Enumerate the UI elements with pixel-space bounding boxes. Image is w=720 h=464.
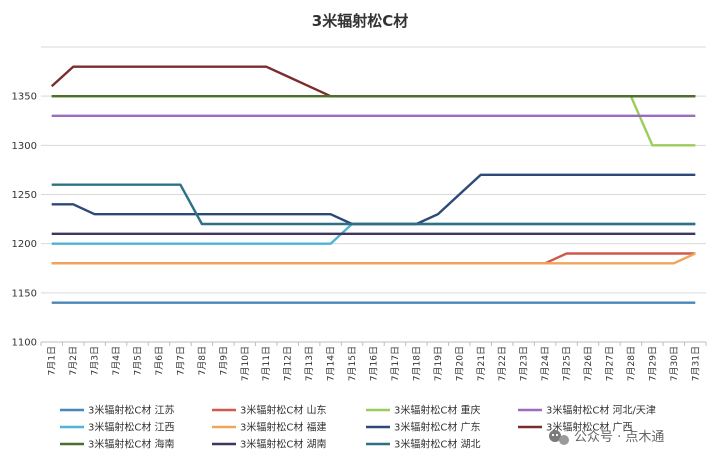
legend: 3米辐射松C材 江苏 3米辐射松C材 山东 3米辐射松C材 重庆 3米辐射松C材 河北… [60, 404, 656, 451]
x-tick-label: 7月29日 [647, 346, 658, 381]
x-tick-label: 7月16日 [369, 346, 380, 381]
x-tick-label: 7月30日 [669, 346, 680, 381]
x-tick-label: 7月7日 [175, 346, 186, 375]
x-tick-label: 7月14日 [326, 346, 337, 381]
legend-label: 3米辐射松C材 广东 [394, 421, 481, 434]
legend-item: 3米辐射松C材 海南 [60, 438, 175, 451]
legend-label: 3米辐射松C材 广西 [546, 421, 633, 434]
x-tick-label: 7月17日 [390, 346, 401, 381]
x-tick-label: 7月18日 [411, 346, 422, 381]
series-line [50, 65, 696, 98]
watermark-text: 公众号 · 点木通 [574, 430, 664, 445]
legend-item: 3米辐射松C材 福建 [212, 421, 327, 434]
series-line [51, 183, 696, 226]
x-tick-label: 7月2日 [68, 346, 79, 375]
y-tick-label: 1150 [12, 288, 37, 299]
x-tick-label: 7月15日 [347, 346, 358, 381]
y-tick-label: 1200 [12, 239, 37, 250]
legend-item: 3米辐射松C材 湖北 [366, 438, 481, 451]
legend-item: 3米辐射松C材 湖南 [212, 438, 327, 451]
x-tick-label: 7月31日 [690, 346, 701, 381]
legend-item: 3米辐射松C材 山东 [212, 404, 327, 417]
x-tick-label: 7月22日 [497, 346, 508, 381]
legend-label: 3米辐射松C材 重庆 [394, 404, 481, 417]
legend-item: 3米辐射松C材 广西 [518, 421, 633, 434]
chart-title: 3米辐射松C材 [312, 12, 408, 30]
wechat-icon [549, 430, 569, 445]
x-tick-label: 7月13日 [304, 346, 315, 381]
x-tick-label: 7月25日 [562, 346, 573, 381]
series-line [51, 252, 696, 265]
legend-label: 3米辐射松C材 河北/天津 [546, 404, 656, 417]
x-tick-label: 7月10日 [240, 346, 251, 381]
y-axis: 1100 1150 1200 1250 1300 1350 [12, 92, 37, 349]
x-axis: 7月1日 7月2日 7月3日 7月4日 7月5日 7月6日 7月7日 7月8日 7月9日 7月10… [40, 342, 707, 381]
x-tick-label: 7月23日 [519, 346, 530, 381]
x-tick-label: 7月26日 [583, 346, 594, 381]
x-tick-label: 7月8日 [197, 346, 208, 375]
legend-item: 3米辐射松C材 河北/天津 [518, 404, 656, 417]
x-tick-label: 7月21日 [476, 346, 487, 381]
legend-item: 3米辐射松C材 江西 [60, 421, 175, 434]
legend-label: 3米辐射松C材 海南 [88, 438, 175, 451]
x-tick-label: 7月19日 [433, 346, 444, 381]
x-tick-label: 7月27日 [604, 346, 615, 381]
x-tick-label: 7月4日 [111, 346, 122, 375]
legend-label: 3米辐射松C材 福建 [240, 421, 327, 434]
y-tick-label: 1250 [12, 190, 37, 201]
series-layer [50, 65, 696, 304]
x-tick-label: 7月6日 [154, 346, 165, 375]
x-tick-label: 7月3日 [90, 346, 101, 375]
legend-item: 3米辐射松C材 重庆 [366, 404, 481, 417]
y-tick-label: 1100 [12, 338, 37, 349]
legend-label: 3米辐射松C材 江西 [88, 421, 175, 434]
x-tick-label: 7月11日 [261, 346, 272, 381]
y-tick-label: 1350 [12, 92, 37, 103]
legend-label: 3米辐射松C材 江苏 [88, 404, 175, 417]
series-line [51, 173, 696, 226]
legend-label: 3米辐射松C材 湖北 [394, 438, 481, 451]
series-line [51, 94, 696, 147]
x-tick-label: 7月24日 [540, 346, 551, 381]
legend-item: 3米辐射松C材 广东 [366, 421, 481, 434]
x-tick-label: 7月1日 [47, 346, 58, 375]
legend-label: 3米辐射松C材 山东 [240, 404, 327, 417]
x-tick-label: 7月12日 [283, 346, 294, 381]
legend-label: 3米辐射松C材 湖南 [240, 438, 327, 451]
x-tick-label: 7月9日 [218, 346, 229, 375]
legend-item: 3米辐射松C材 江苏 [60, 404, 175, 417]
watermark: 公众号 · 点木通 [549, 430, 664, 445]
x-tick-label: 7月20日 [454, 346, 465, 381]
series-line [51, 252, 696, 265]
grid-layer [41, 46, 706, 343]
x-tick-label: 7月28日 [626, 346, 637, 381]
x-tick-label: 7月5日 [133, 346, 144, 375]
y-tick-label: 1300 [12, 141, 37, 152]
